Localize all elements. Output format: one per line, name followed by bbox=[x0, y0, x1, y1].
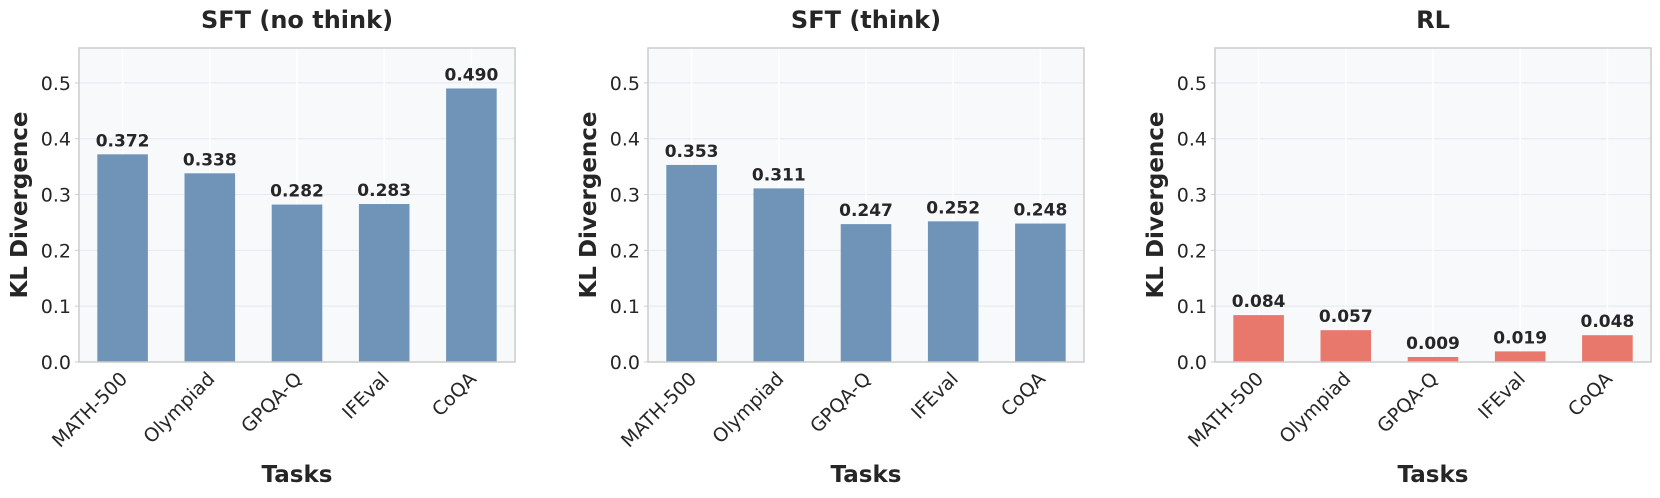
x-tick-label: IFEval bbox=[907, 368, 963, 424]
value-label: 0.353 bbox=[665, 142, 719, 162]
value-label: 0.490 bbox=[445, 65, 499, 85]
x-tick-label: GPQA-Q bbox=[806, 368, 875, 437]
y-tick-label: 0.3 bbox=[1177, 185, 1207, 207]
y-tick-label: 0.4 bbox=[610, 129, 640, 151]
value-label: 0.248 bbox=[1014, 201, 1068, 221]
x-tick-label: MATH-500 bbox=[617, 368, 701, 452]
chart-title: SFT (no think) bbox=[201, 6, 393, 34]
y-tick-label: 0.0 bbox=[41, 352, 71, 374]
y-tick-label: 0.5 bbox=[41, 73, 71, 95]
bar bbox=[1233, 315, 1284, 362]
y-tick-label: 0.3 bbox=[610, 185, 640, 207]
chart-panel: 0.0 0.1 0.2 0.3 0.4 0.5 0.084 MATH-500 0.057 Olym… bbox=[1143, 6, 1652, 488]
bar bbox=[1582, 335, 1633, 362]
x-tick-label: MATH-500 bbox=[1184, 368, 1268, 452]
value-label: 0.009 bbox=[1406, 334, 1460, 354]
y-tick-label: 0.1 bbox=[610, 296, 640, 318]
bar bbox=[271, 204, 323, 362]
value-label: 0.338 bbox=[183, 150, 237, 170]
y-axis-label: KL Divergence bbox=[576, 111, 602, 298]
value-label: 0.247 bbox=[839, 201, 893, 221]
y-tick-label: 0.1 bbox=[1177, 296, 1207, 318]
bar bbox=[184, 173, 236, 362]
chart-panel: 0.0 0.1 0.2 0.3 0.4 0.5 0.353 MATH-500 0.311 Olym… bbox=[576, 6, 1085, 488]
y-tick-label: 0.5 bbox=[1177, 73, 1207, 95]
value-label: 0.282 bbox=[270, 182, 324, 202]
y-tick-label: 0.2 bbox=[41, 240, 71, 262]
x-tick-label: IFEval bbox=[338, 368, 394, 424]
y-tick-label: 0.1 bbox=[41, 296, 71, 318]
x-tick-label: CoQA bbox=[428, 368, 481, 421]
value-label: 0.372 bbox=[96, 131, 150, 151]
value-label: 0.084 bbox=[1232, 292, 1286, 312]
bar bbox=[927, 221, 979, 362]
y-tick-label: 0.4 bbox=[1177, 129, 1207, 151]
bar bbox=[666, 164, 717, 362]
x-tick-label: Olympiad bbox=[708, 368, 788, 448]
y-tick-label: 0.0 bbox=[1177, 352, 1207, 374]
value-label: 0.048 bbox=[1581, 312, 1635, 332]
x-tick-label: GPQA-Q bbox=[237, 368, 306, 437]
x-tick-label: MATH-500 bbox=[48, 368, 132, 452]
bar bbox=[1494, 351, 1546, 362]
y-tick-label: 0.3 bbox=[41, 185, 71, 207]
x-tick-label: Olympiad bbox=[1275, 368, 1355, 448]
x-axis-label: Tasks bbox=[262, 462, 333, 488]
plot-frame bbox=[1214, 47, 1652, 363]
x-tick-label: GPQA-Q bbox=[1373, 368, 1442, 437]
y-tick-label: 0.4 bbox=[41, 129, 71, 151]
bar bbox=[840, 224, 892, 362]
y-tick-label: 0.0 bbox=[610, 352, 640, 374]
chart-title: RL bbox=[1416, 6, 1450, 34]
x-tick-label: CoQA bbox=[1564, 368, 1617, 421]
x-tick-label: Olympiad bbox=[139, 368, 219, 448]
bar bbox=[97, 154, 148, 362]
y-axis-label: KL Divergence bbox=[7, 111, 33, 298]
y-tick-label: 0.2 bbox=[1177, 240, 1207, 262]
bar bbox=[1320, 330, 1372, 362]
chart-title: SFT (think) bbox=[791, 6, 941, 34]
value-label: 0.311 bbox=[752, 165, 806, 185]
x-tick-label: IFEval bbox=[1474, 368, 1530, 424]
bar bbox=[1407, 356, 1459, 362]
value-label: 0.057 bbox=[1319, 307, 1373, 327]
plot-frame bbox=[78, 47, 516, 363]
x-axis-label: Tasks bbox=[1398, 462, 1469, 488]
x-tick-label: CoQA bbox=[997, 368, 1050, 421]
value-label: 0.019 bbox=[1493, 328, 1547, 348]
value-label: 0.252 bbox=[926, 198, 980, 218]
x-axis-label: Tasks bbox=[831, 462, 902, 488]
value-label: 0.283 bbox=[357, 181, 411, 201]
bar bbox=[753, 188, 805, 362]
bar bbox=[446, 88, 497, 363]
y-axis-label: KL Divergence bbox=[1143, 111, 1169, 298]
y-tick-label: 0.2 bbox=[610, 240, 640, 262]
bar bbox=[1015, 223, 1066, 362]
bar bbox=[358, 204, 410, 362]
plot-frame bbox=[647, 47, 1085, 363]
y-tick-label: 0.5 bbox=[610, 73, 640, 95]
chart-panel: 0.0 0.1 0.2 0.3 0.4 0.5 0.372 MATH-500 0.338 Olym… bbox=[7, 6, 516, 488]
